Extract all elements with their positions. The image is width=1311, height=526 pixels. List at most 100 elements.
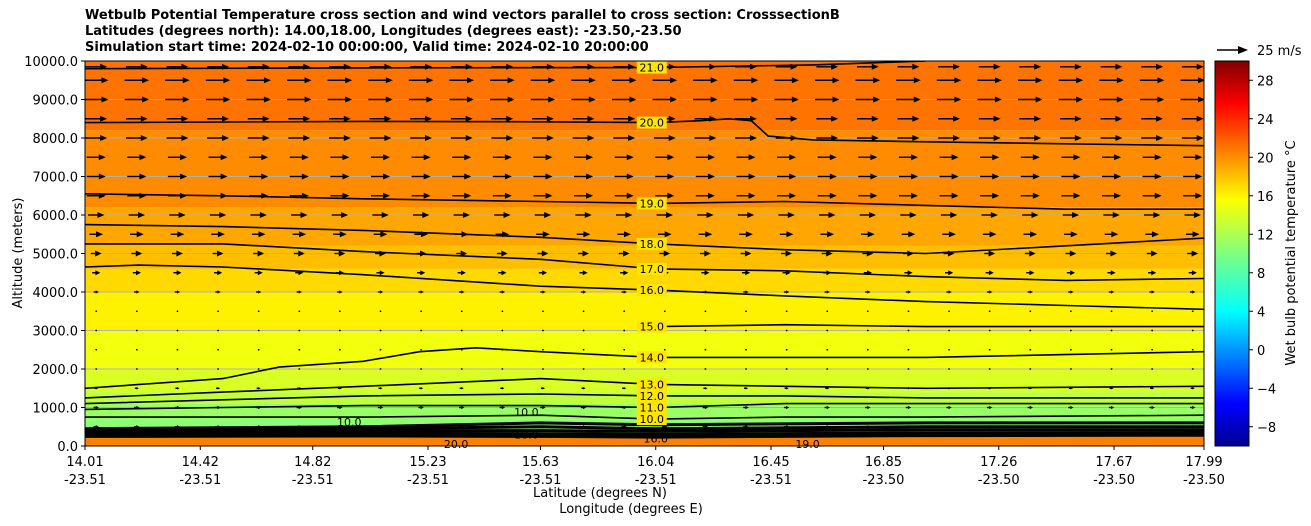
wind-vector-head bbox=[420, 270, 426, 276]
wind-vector bbox=[379, 329, 382, 332]
wind-vector-head bbox=[954, 77, 962, 84]
wind-vector-head bbox=[301, 192, 309, 199]
wind-vector-head bbox=[870, 192, 878, 199]
wind-vector-head bbox=[1111, 387, 1114, 390]
wind-vector-head bbox=[258, 405, 262, 410]
wind-vector bbox=[1151, 348, 1154, 351]
wind-vector-head bbox=[831, 135, 839, 141]
wind-vector-head bbox=[343, 63, 351, 70]
wind-vector-head bbox=[988, 250, 996, 257]
wind-vector-head bbox=[220, 192, 228, 199]
wind-vector bbox=[217, 329, 219, 332]
x-tick-label-lon: -23.51 bbox=[520, 473, 562, 488]
wind-vector bbox=[1070, 368, 1072, 370]
wind-vector-head bbox=[1154, 173, 1162, 180]
colorbar-label: Wet bulb potential temperature °C bbox=[1284, 140, 1299, 365]
wind-vector-head bbox=[745, 231, 753, 238]
wind-vector-head bbox=[909, 212, 917, 218]
wind-vector bbox=[1151, 329, 1154, 332]
wind-vector-head bbox=[420, 231, 428, 238]
wind-vector-head bbox=[826, 425, 830, 429]
wind-vector-head bbox=[1069, 250, 1077, 257]
wind-vector bbox=[257, 310, 260, 313]
contour-label: 18.0 bbox=[639, 238, 664, 251]
wind-vector-head bbox=[139, 154, 147, 161]
wind-vector bbox=[420, 368, 423, 370]
inversion-contour-line bbox=[85, 425, 1204, 433]
wind-vector-head bbox=[948, 231, 956, 238]
wind-vector-head bbox=[1195, 173, 1203, 180]
wind-vector-head bbox=[338, 250, 346, 257]
wind-vector-head bbox=[992, 154, 1000, 161]
wind-vector-head bbox=[501, 387, 505, 390]
x-tick-label-lon: -23.51 bbox=[407, 473, 449, 488]
wind-vector-head bbox=[826, 250, 833, 257]
wind-vector-head bbox=[704, 425, 709, 429]
wind-vector-head bbox=[1192, 290, 1196, 294]
colorbar bbox=[1214, 60, 1250, 447]
wind-vector-head bbox=[465, 135, 473, 141]
inversion-contour-line bbox=[85, 433, 1204, 439]
wind-vector-head bbox=[951, 192, 959, 199]
wind-vector-head bbox=[545, 154, 553, 161]
wind-vector-head bbox=[136, 425, 140, 429]
wind-vector-head bbox=[100, 135, 108, 141]
wind-vector-head bbox=[952, 115, 960, 122]
wind-vector-head bbox=[339, 405, 343, 410]
wind-vector-head bbox=[507, 96, 515, 103]
wind-vector bbox=[1070, 310, 1072, 313]
wind-vector bbox=[1029, 348, 1032, 351]
wind-vector bbox=[745, 348, 747, 351]
wind-vector-head bbox=[95, 387, 99, 390]
wind-vector-head bbox=[993, 115, 1001, 122]
y-tick-label: 5000.0 bbox=[33, 248, 79, 263]
wind-vector bbox=[135, 368, 138, 370]
wind-vector-head bbox=[826, 290, 830, 294]
wind-vector bbox=[623, 310, 626, 313]
y-tick-label: 1000.0 bbox=[33, 402, 79, 417]
wind-vector-head bbox=[298, 250, 305, 257]
wind-vector-head bbox=[217, 270, 223, 276]
wind-vector-head bbox=[301, 154, 309, 161]
contour-label-bg bbox=[636, 116, 667, 129]
wind-vector-head bbox=[461, 387, 464, 390]
wind-vector-head bbox=[1154, 192, 1162, 199]
wind-vector-head bbox=[1070, 405, 1074, 410]
wind-vector-head bbox=[420, 290, 424, 294]
wind-vector-head bbox=[587, 135, 595, 141]
wind-vector bbox=[623, 348, 626, 351]
wind-vector bbox=[582, 329, 585, 332]
wind-vector-head bbox=[221, 135, 229, 141]
wind-vector-head bbox=[582, 270, 588, 276]
contour-label: 14.0 bbox=[639, 351, 664, 364]
wind-vector-head bbox=[542, 405, 546, 410]
contour-label: 17.0 bbox=[639, 263, 664, 276]
wind-vector-head bbox=[789, 192, 797, 199]
wind-vector bbox=[176, 310, 179, 313]
wind-vector bbox=[95, 329, 98, 332]
wind-vector-head bbox=[462, 212, 470, 218]
wind-vector-head bbox=[140, 115, 148, 122]
wind-vector-head bbox=[786, 425, 790, 429]
wind-vector bbox=[1151, 310, 1154, 313]
wind-vector-head bbox=[301, 173, 309, 180]
wind-vector-head bbox=[1110, 425, 1115, 429]
x-tick-label-lat: 14.42 bbox=[182, 455, 219, 470]
wind-vector-head bbox=[95, 290, 99, 294]
wind-vector-head bbox=[384, 135, 392, 141]
wind-vector-head bbox=[1029, 387, 1033, 390]
wind-vector-head bbox=[420, 405, 424, 410]
wind-vector-head bbox=[913, 96, 921, 103]
contour-line bbox=[85, 264, 1204, 311]
wind-vector-head bbox=[546, 63, 554, 70]
wind-vector-head bbox=[668, 135, 676, 141]
wind-vector-head bbox=[710, 96, 718, 103]
wind-vector-head bbox=[379, 425, 384, 429]
contour-line bbox=[655, 323, 1204, 328]
wind-vector-head bbox=[1074, 63, 1082, 70]
wind-vector-head bbox=[1073, 192, 1081, 199]
wind-vector-head bbox=[303, 63, 311, 70]
contour-label-bg bbox=[636, 378, 667, 391]
wind-vector-head bbox=[425, 115, 433, 122]
wind-vector-head bbox=[339, 231, 347, 238]
